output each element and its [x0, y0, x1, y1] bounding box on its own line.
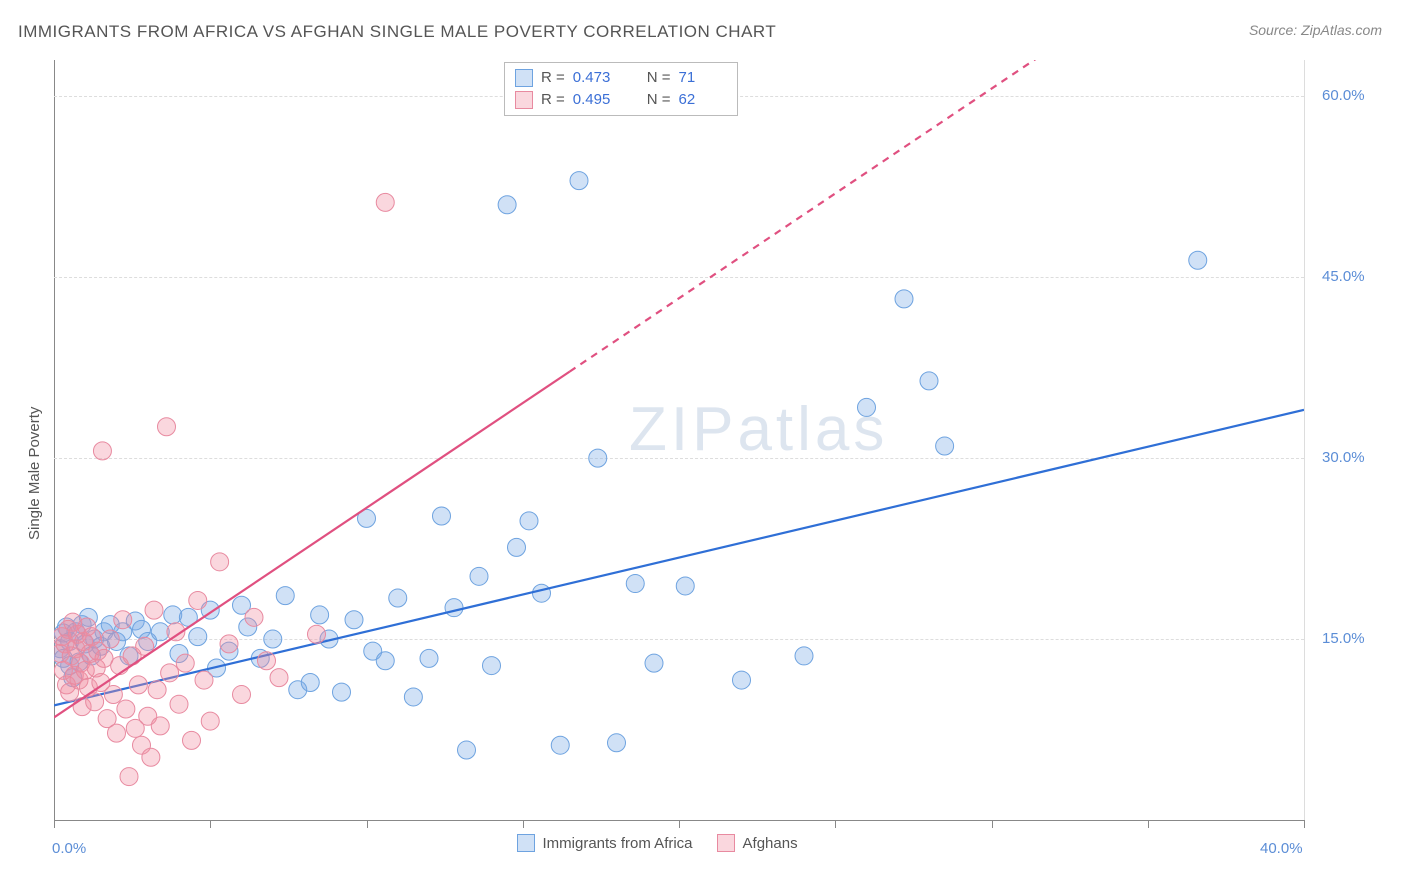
- data-point-africa: [626, 575, 644, 593]
- y-tick-label: 45.0%: [1322, 268, 1365, 285]
- data-point-africa: [795, 647, 813, 665]
- data-point-afghans: [308, 625, 326, 643]
- x-tick-label: 0.0%: [52, 840, 86, 857]
- data-point-africa: [508, 538, 526, 556]
- data-point-africa: [376, 652, 394, 670]
- trend-line-africa: [54, 410, 1304, 706]
- data-point-afghans: [161, 664, 179, 682]
- swatch-africa: [515, 69, 533, 87]
- data-point-africa: [445, 599, 463, 617]
- data-point-afghans: [104, 686, 122, 704]
- data-point-africa: [276, 587, 294, 605]
- data-point-africa: [433, 507, 451, 525]
- page-title: IMMIGRANTS FROM AFRICA VS AFGHAN SINGLE …: [18, 22, 776, 42]
- data-point-afghans: [142, 748, 160, 766]
- data-point-afghans: [376, 193, 394, 211]
- data-point-afghans: [148, 681, 166, 699]
- data-point-afghans: [220, 635, 238, 653]
- data-point-afghans: [120, 768, 138, 786]
- data-point-africa: [589, 449, 607, 467]
- data-point-africa: [189, 628, 207, 646]
- y-tick-label: 60.0%: [1322, 87, 1365, 104]
- data-point-africa: [470, 567, 488, 585]
- data-point-afghans: [117, 700, 135, 718]
- data-point-africa: [608, 734, 626, 752]
- legend-label-africa: Immigrants from Africa: [543, 835, 693, 852]
- data-point-africa: [301, 673, 319, 691]
- data-point-africa: [1189, 251, 1207, 269]
- source-label: Source: ZipAtlas.com: [1249, 22, 1382, 38]
- data-point-africa: [483, 657, 501, 675]
- data-point-africa: [420, 649, 438, 667]
- chart-area: 15.0%30.0%45.0%60.0%0.0%40.0%: [54, 60, 1304, 820]
- data-point-africa: [264, 630, 282, 648]
- data-point-afghans: [145, 601, 163, 619]
- data-point-afghans: [129, 676, 147, 694]
- data-point-africa: [520, 512, 538, 530]
- data-point-africa: [676, 577, 694, 595]
- y-axis-label: Single Male Poverty: [26, 407, 43, 540]
- data-point-afghans: [158, 418, 176, 436]
- data-point-africa: [333, 683, 351, 701]
- legend-item-africa: Immigrants from Africa: [517, 834, 693, 852]
- stats-row-afghans: R =0.495N =62: [515, 89, 727, 111]
- data-point-afghans: [101, 630, 119, 648]
- y-tick-label: 30.0%: [1322, 449, 1365, 466]
- data-point-afghans: [201, 712, 219, 730]
- data-point-africa: [533, 584, 551, 602]
- data-point-africa: [551, 736, 569, 754]
- data-point-afghans: [245, 608, 263, 626]
- data-point-afghans: [270, 669, 288, 687]
- data-point-africa: [389, 589, 407, 607]
- data-point-africa: [733, 671, 751, 689]
- data-point-africa: [458, 741, 476, 759]
- data-point-africa: [895, 290, 913, 308]
- data-point-africa: [920, 372, 938, 390]
- data-point-africa: [498, 196, 516, 214]
- data-point-afghans: [176, 654, 194, 672]
- data-point-afghans: [108, 724, 126, 742]
- legend-label-afghans: Afghans: [743, 835, 798, 852]
- data-point-africa: [936, 437, 954, 455]
- data-point-africa: [645, 654, 663, 672]
- data-point-afghans: [211, 553, 229, 571]
- data-point-afghans: [189, 591, 207, 609]
- data-point-afghans: [195, 671, 213, 689]
- data-point-afghans: [114, 611, 132, 629]
- data-point-africa: [164, 606, 182, 624]
- data-point-africa: [858, 398, 876, 416]
- data-point-afghans: [93, 442, 111, 460]
- data-point-africa: [345, 611, 363, 629]
- stats-row-africa: R =0.473N =71: [515, 67, 727, 89]
- data-point-afghans: [151, 717, 169, 735]
- swatch-afghans: [515, 91, 533, 109]
- data-point-afghans: [258, 652, 276, 670]
- data-point-afghans: [170, 695, 188, 713]
- stats-legend: R =0.473N =71R =0.495N =62: [504, 62, 738, 116]
- y-tick-label: 15.0%: [1322, 630, 1365, 647]
- data-point-africa: [570, 172, 588, 190]
- data-point-afghans: [233, 686, 251, 704]
- data-point-afghans: [183, 731, 201, 749]
- x-tick-label: 40.0%: [1260, 840, 1303, 857]
- swatch-africa: [517, 834, 535, 852]
- data-point-africa: [404, 688, 422, 706]
- data-point-africa: [311, 606, 329, 624]
- swatch-afghans: [717, 834, 735, 852]
- legend-item-afghans: Afghans: [717, 834, 798, 852]
- series-legend: Immigrants from Africa Afghans: [517, 834, 798, 852]
